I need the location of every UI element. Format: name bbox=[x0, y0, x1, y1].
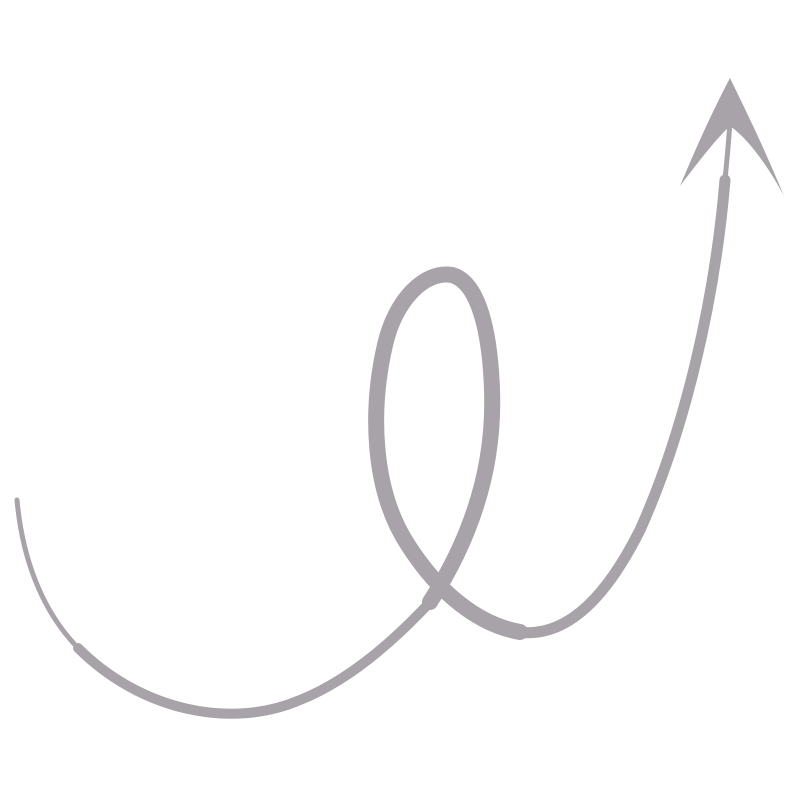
arrowhead-shape bbox=[680, 78, 784, 196]
arrow-shaft-stroke bbox=[512, 174, 731, 639]
arrow-tail-stroke bbox=[14, 497, 83, 653]
arrow-tail-stroke-mid bbox=[73, 595, 437, 719]
arrow-loop-stroke bbox=[368, 266, 528, 640]
